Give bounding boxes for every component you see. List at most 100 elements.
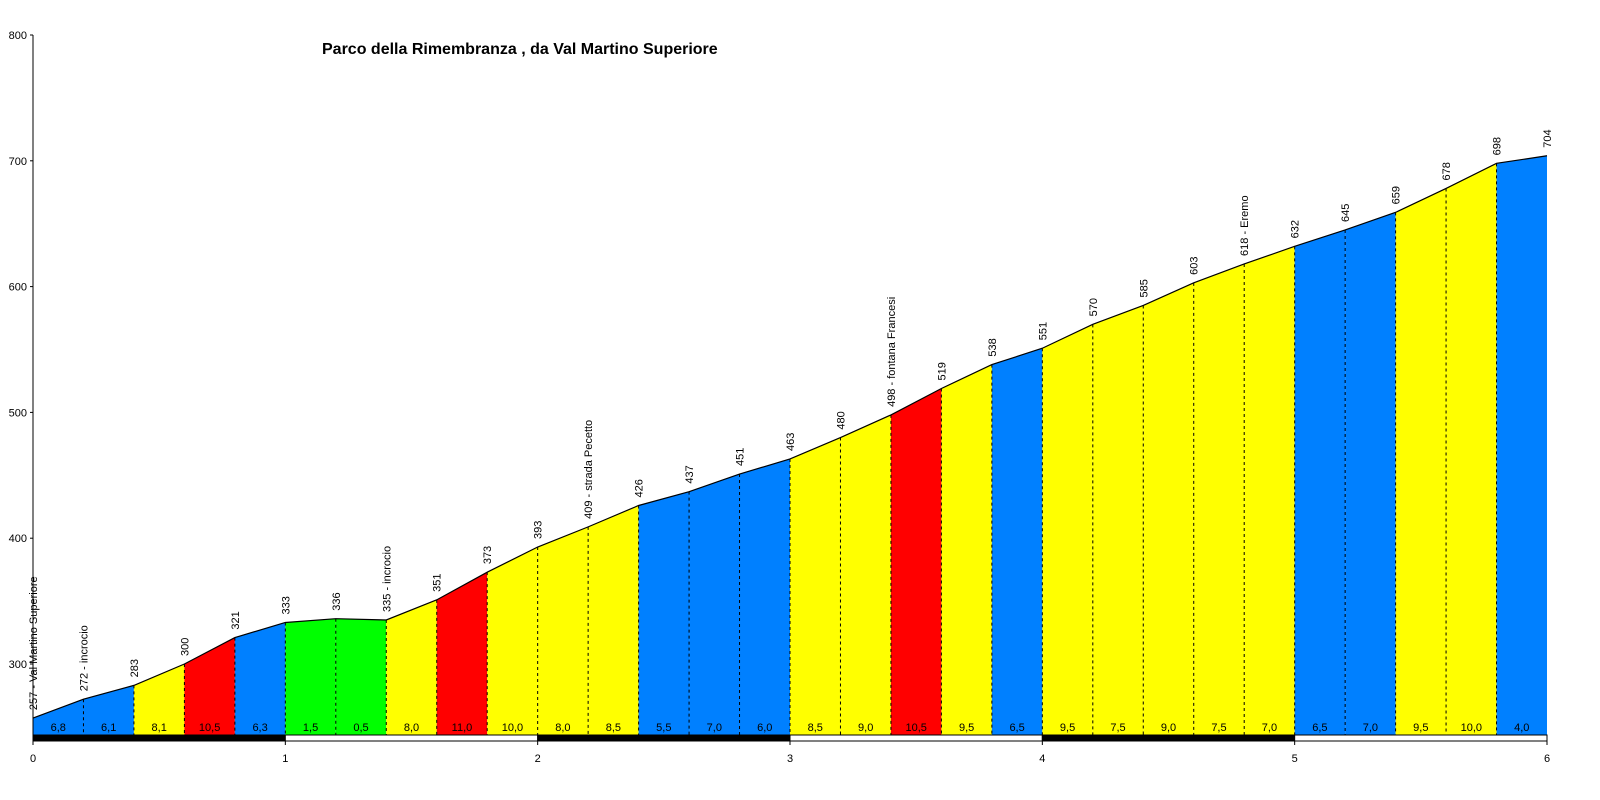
y-tick-label: 700 <box>9 156 27 168</box>
profile-segment <box>941 364 992 735</box>
profile-segment <box>133 664 185 735</box>
grade-label: 6,8 <box>51 722 66 734</box>
profile-segment <box>739 458 790 735</box>
grade-label: 9,5 <box>959 722 974 734</box>
segment-dividers <box>82 163 1498 735</box>
profile-segment <box>386 599 437 735</box>
grade-label: 9,5 <box>1060 722 1075 734</box>
y-tick-label: 300 <box>9 659 27 671</box>
grade-label: 7,5 <box>1211 722 1226 734</box>
elevation-label: 463 <box>785 433 797 451</box>
elevation-label: 603 <box>1189 256 1201 274</box>
grade-label: 7,0 <box>1262 722 1277 734</box>
elevation-label: 585 <box>1138 279 1150 297</box>
km-bar-block <box>789 734 1043 742</box>
grade-label: 5,5 <box>656 722 671 734</box>
elevation-label: 393 <box>533 521 545 539</box>
grade-label: 8,0 <box>555 722 570 734</box>
grade-label: 8,1 <box>152 722 167 734</box>
profile-segments <box>33 155 1547 736</box>
profile-segment <box>1244 246 1295 735</box>
profile-segment <box>33 699 84 735</box>
km-bar-block <box>1294 734 1548 742</box>
elevation-labels: 257 - Val Martino Superiore 272 - incroci… <box>28 129 1554 710</box>
elevation-label: 632 <box>1290 220 1302 238</box>
elevation-label: 480 <box>835 411 847 429</box>
grade-label: 6,5 <box>1312 722 1327 734</box>
elevation-label: 283 <box>129 659 141 677</box>
profile-segment <box>1345 212 1396 736</box>
grade-label: 6,0 <box>757 722 772 734</box>
grade-label: 10,5 <box>199 722 220 734</box>
grade-label: 8,5 <box>606 722 621 734</box>
elevation-label: 437 <box>684 465 696 483</box>
elevation-label: 618 - Eremo <box>1239 195 1251 256</box>
profile-segment <box>638 491 690 735</box>
y-tick-label: 600 <box>9 282 27 294</box>
grade-label: 9,0 <box>858 722 873 734</box>
grade-label: 1,5 <box>303 722 318 734</box>
elevation-label: 570 <box>1088 298 1100 316</box>
elevation-label: 272 - incrocio <box>78 625 90 691</box>
grade-labels: 6,8 6,1 8,1 10,5 6,3 1,5 0,5 8,0 11,0 10,0 8,0 8,5 5… <box>51 722 1530 734</box>
km-bar-block <box>537 734 791 742</box>
profile-segment <box>890 388 942 735</box>
grade-label: 6,5 <box>1009 722 1024 734</box>
km-bar-block <box>32 734 286 742</box>
elevation-label: 409 - strada Pecetto <box>583 420 595 519</box>
profile-segment <box>1294 229 1346 736</box>
profile-segment <box>1042 324 1093 735</box>
grade-label: 10,0 <box>502 722 523 734</box>
grade-label: 7,0 <box>1363 722 1378 734</box>
profile-segment <box>991 348 1043 735</box>
profile-segment <box>234 622 286 735</box>
profile-segment <box>1143 282 1194 735</box>
x-tick-label: 5 <box>1292 753 1298 765</box>
grade-label: 8,0 <box>404 722 419 734</box>
grade-label: 8,5 <box>808 722 823 734</box>
profile-segment <box>83 685 134 735</box>
grade-label: 10,5 <box>905 722 926 734</box>
elevation-label: 373 <box>482 546 494 564</box>
profile-segment <box>335 618 387 735</box>
profile-segment <box>184 637 235 735</box>
profile-segment <box>689 474 740 735</box>
elevation-label: 426 <box>634 479 646 497</box>
profile-segment <box>1395 188 1447 735</box>
profile-segment <box>285 618 336 735</box>
km-bar-block <box>284 734 539 742</box>
profile-segment <box>1446 163 1497 736</box>
grade-label: 6,1 <box>101 722 116 734</box>
elevation-label: 451 <box>735 448 747 466</box>
axes: 300 400 500 600 700 800 0 1 2 3 4 5 6 <box>9 30 1550 765</box>
elevation-label: 336 <box>331 592 343 610</box>
elevation-label: 519 <box>936 362 948 380</box>
elevation-label: 257 - Val Martino Superiore <box>28 576 40 710</box>
elevation-label: 335 - incrocio <box>381 546 393 612</box>
x-tick-label: 4 <box>1039 753 1045 765</box>
elevation-label: 351 <box>432 573 444 591</box>
elevation-label: 698 <box>1492 137 1504 155</box>
grade-label: 9,5 <box>1413 722 1428 734</box>
y-tick-label: 400 <box>9 533 27 545</box>
profile-line <box>32 155 1548 719</box>
elevation-label: 321 <box>230 611 242 629</box>
profile-segment <box>588 505 639 735</box>
profile-outline <box>32 155 1548 719</box>
profile-segment <box>487 547 538 735</box>
grade-label: 4,0 <box>1514 722 1529 734</box>
grade-label: 11,0 <box>452 722 473 734</box>
grade-label: 0,5 <box>353 722 368 734</box>
km-bar-block <box>1041 734 1296 742</box>
profile-segment <box>1193 263 1245 735</box>
elevation-label: 538 <box>987 338 999 356</box>
x-tick-label: 2 <box>535 753 541 765</box>
profile-segment <box>436 572 488 735</box>
elevation-label: 704 <box>1542 129 1554 147</box>
elevation-label: 659 <box>1391 186 1403 204</box>
elevation-label: 300 <box>179 638 191 656</box>
profile-segment <box>1092 305 1144 735</box>
elevation-label: 645 <box>1340 204 1352 222</box>
grade-label: 7,5 <box>1110 722 1125 734</box>
